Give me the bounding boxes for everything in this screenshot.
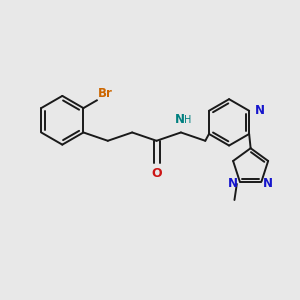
Text: N: N bbox=[228, 177, 238, 190]
Text: H: H bbox=[184, 115, 191, 125]
Text: N: N bbox=[263, 177, 273, 190]
Text: N: N bbox=[254, 104, 265, 117]
Text: N: N bbox=[174, 113, 184, 126]
Text: O: O bbox=[151, 167, 162, 180]
Text: Br: Br bbox=[98, 87, 113, 100]
